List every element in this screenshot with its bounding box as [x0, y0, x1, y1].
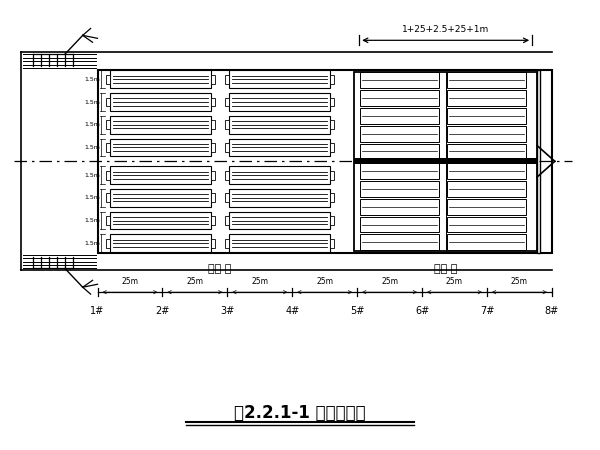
Bar	[211, 216, 215, 225]
Bar	[329, 143, 334, 152]
Bar	[447, 234, 526, 250]
Text: 1.5m: 1.5m	[85, 173, 100, 178]
Bar	[106, 194, 110, 202]
Bar	[106, 143, 110, 152]
Bar	[110, 71, 211, 88]
Bar	[447, 72, 526, 88]
Text: 1.5m: 1.5m	[85, 122, 100, 127]
Text: 25m: 25m	[121, 277, 139, 286]
Bar	[360, 72, 439, 88]
Bar	[110, 116, 211, 134]
Bar	[447, 216, 526, 232]
Bar	[329, 239, 334, 248]
Bar	[229, 71, 329, 88]
Bar	[447, 144, 526, 159]
Bar	[447, 199, 526, 215]
Text: 图2.2.1-1 预制场布置: 图2.2.1-1 预制场布置	[234, 404, 366, 422]
Bar	[225, 171, 229, 180]
Bar	[98, 70, 552, 252]
Bar	[106, 239, 110, 248]
Text: 1.5m: 1.5m	[85, 77, 100, 82]
Bar	[225, 120, 229, 129]
Text: 1#: 1#	[91, 306, 104, 316]
Bar	[225, 75, 229, 84]
Bar	[211, 194, 215, 202]
Bar	[360, 234, 439, 250]
Bar	[447, 108, 526, 124]
Bar	[110, 234, 211, 252]
Text: 1.5m: 1.5m	[85, 145, 100, 150]
Bar	[329, 216, 334, 225]
Bar	[110, 212, 211, 230]
Bar	[110, 189, 211, 207]
Text: 8#: 8#	[545, 306, 559, 316]
Bar	[225, 239, 229, 248]
Bar	[106, 120, 110, 129]
Bar	[360, 108, 439, 124]
Bar	[329, 171, 334, 180]
Text: 25m: 25m	[446, 277, 463, 286]
Bar	[447, 126, 526, 142]
Bar	[360, 163, 439, 179]
Text: 5#: 5#	[350, 306, 364, 316]
Bar	[110, 93, 211, 111]
Bar	[360, 216, 439, 232]
Bar	[329, 120, 334, 129]
Bar	[229, 93, 329, 111]
Bar	[329, 75, 334, 84]
Text: 1+25+2.5+25+1m: 1+25+2.5+25+1m	[402, 25, 490, 34]
Bar	[106, 75, 110, 84]
Bar	[447, 163, 526, 179]
Bar	[329, 98, 334, 107]
Bar	[225, 143, 229, 152]
Bar	[355, 158, 537, 164]
Text: 25m: 25m	[316, 277, 333, 286]
Bar	[225, 98, 229, 107]
Bar	[360, 126, 439, 142]
Bar	[229, 234, 329, 252]
Text: 25m: 25m	[187, 277, 203, 286]
Bar	[329, 194, 334, 202]
Bar	[229, 116, 329, 134]
Bar	[106, 171, 110, 180]
Bar	[211, 239, 215, 248]
Bar	[106, 98, 110, 107]
Bar	[225, 194, 229, 202]
Text: 1.5m: 1.5m	[85, 195, 100, 200]
Bar	[211, 98, 215, 107]
Bar	[211, 171, 215, 180]
Bar	[447, 90, 526, 106]
Text: 3#: 3#	[220, 306, 235, 316]
Bar	[225, 216, 229, 225]
Bar	[211, 143, 215, 152]
Bar	[211, 75, 215, 84]
Text: 25m: 25m	[251, 277, 268, 286]
Text: 1.5m: 1.5m	[85, 99, 100, 104]
Text: 2#: 2#	[155, 306, 170, 316]
Text: 25m: 25m	[381, 277, 398, 286]
Text: 4#: 4#	[285, 306, 299, 316]
Bar	[229, 139, 329, 156]
Bar	[229, 166, 329, 184]
Bar	[360, 90, 439, 106]
Bar	[360, 199, 439, 215]
Bar	[110, 139, 211, 156]
Text: 存梁 区: 存梁 区	[434, 265, 457, 274]
Text: 1.5m: 1.5m	[85, 218, 100, 223]
Bar	[229, 212, 329, 230]
Text: 7#: 7#	[480, 306, 494, 316]
Bar	[537, 70, 540, 252]
Text: 6#: 6#	[415, 306, 429, 316]
Bar	[106, 216, 110, 225]
Text: 预制 区: 预制 区	[208, 265, 232, 274]
Bar	[229, 189, 329, 207]
Text: 25m: 25m	[511, 277, 528, 286]
Bar	[355, 72, 537, 251]
Bar	[447, 181, 526, 197]
Text: 1.5m: 1.5m	[85, 241, 100, 246]
Bar	[360, 144, 439, 159]
Bar	[211, 120, 215, 129]
Bar	[110, 166, 211, 184]
Bar	[360, 181, 439, 197]
